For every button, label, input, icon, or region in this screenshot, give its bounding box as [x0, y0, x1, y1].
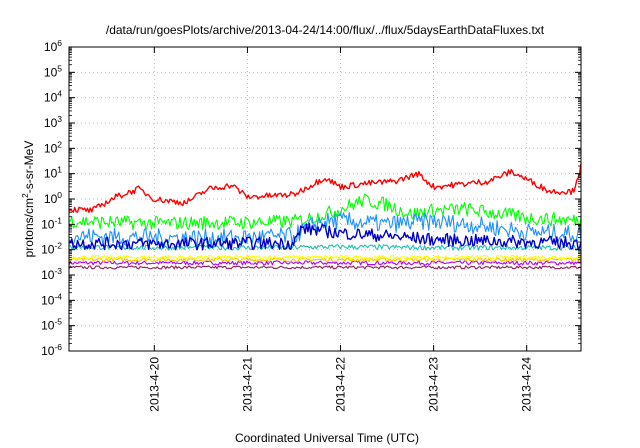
- y-tick-exponent: 1: [57, 165, 62, 175]
- y-tick-exponent: 3: [57, 114, 62, 124]
- series-line: [68, 193, 582, 231]
- y-tick-exponent: 0: [57, 190, 62, 200]
- y-tick-label: 10-3: [41, 266, 62, 282]
- y-tick-label: 10-1: [41, 215, 62, 231]
- y-tick-base: 10: [44, 91, 58, 105]
- y-tick-exponent: -3: [54, 266, 62, 276]
- x-tick-label: 2013-4-22: [334, 357, 348, 412]
- y-tick-exponent: -2: [54, 241, 62, 251]
- series-line: [68, 222, 582, 251]
- y-tick-label: 102: [44, 139, 62, 155]
- y-tick-exponent: -1: [54, 215, 62, 225]
- y-axis-label: protons/cm2-s-sr-MeV: [20, 141, 36, 258]
- y-tick-exponent: -6: [54, 342, 62, 352]
- y-tick-base: 10: [44, 167, 58, 181]
- y-tick-base: 10: [44, 141, 58, 155]
- y-tick-label: 105: [44, 63, 62, 79]
- y-tick-exponent: -4: [54, 291, 62, 301]
- axis-ticks: 10-610-510-410-310-210-11001011021031041…: [41, 38, 581, 412]
- y-tick-exponent: 6: [57, 38, 62, 48]
- y-axis-label-unit: protons/cm: [22, 198, 36, 257]
- x-tick-label: 2013-4-24: [520, 357, 534, 412]
- x-tick-label: 2013-4-21: [240, 357, 254, 412]
- x-tick-label: 2013-4-20: [147, 357, 161, 412]
- y-tick-label: 106: [44, 38, 62, 54]
- chart-title: /data/run/goesPlots/archive/2013-04-24/1…: [106, 23, 545, 37]
- series-line: [68, 260, 582, 266]
- y-tick-exponent: 5: [57, 63, 62, 73]
- y-tick-exponent: 4: [57, 89, 62, 99]
- series-line: [68, 265, 582, 270]
- y-tick-base: 10: [41, 293, 55, 307]
- y-tick-base: 10: [44, 65, 58, 79]
- y-tick-base: 10: [44, 192, 58, 206]
- y-tick-base: 10: [41, 319, 55, 333]
- y-tick-label: 10-6: [41, 342, 62, 358]
- y-tick-base: 10: [41, 344, 55, 358]
- y-axis-label-exponent: 2: [20, 193, 30, 198]
- series-line: [68, 163, 582, 213]
- x-axis-label: Coordinated Universal Time (UTC): [235, 431, 419, 445]
- series-line: [68, 212, 582, 247]
- y-tick-exponent: 2: [57, 139, 62, 149]
- y-tick-base: 10: [41, 243, 55, 257]
- x-tick-label: 2013-4-23: [427, 357, 441, 412]
- y-tick-label: 100: [44, 190, 62, 206]
- y-tick-base: 10: [41, 268, 55, 282]
- series-lines: [68, 163, 582, 270]
- series-line: [68, 244, 582, 251]
- y-tick-label: 103: [44, 114, 62, 130]
- y-tick-exponent: -5: [54, 317, 62, 327]
- y-tick-label: 10-4: [41, 291, 62, 307]
- y-tick-label: 104: [44, 89, 62, 105]
- grid-lines: [69, 47, 581, 351]
- y-axis-label-rest: -s-sr-MeV: [22, 141, 36, 194]
- y-tick-label: 10-2: [41, 241, 62, 257]
- y-tick-base: 10: [44, 116, 58, 130]
- y-tick-label: 10-5: [41, 317, 62, 333]
- y-tick-base: 10: [44, 40, 58, 54]
- y-tick-label: 101: [44, 165, 62, 181]
- series-line: [68, 254, 582, 260]
- series-line: [68, 257, 582, 263]
- y-tick-base: 10: [41, 217, 55, 231]
